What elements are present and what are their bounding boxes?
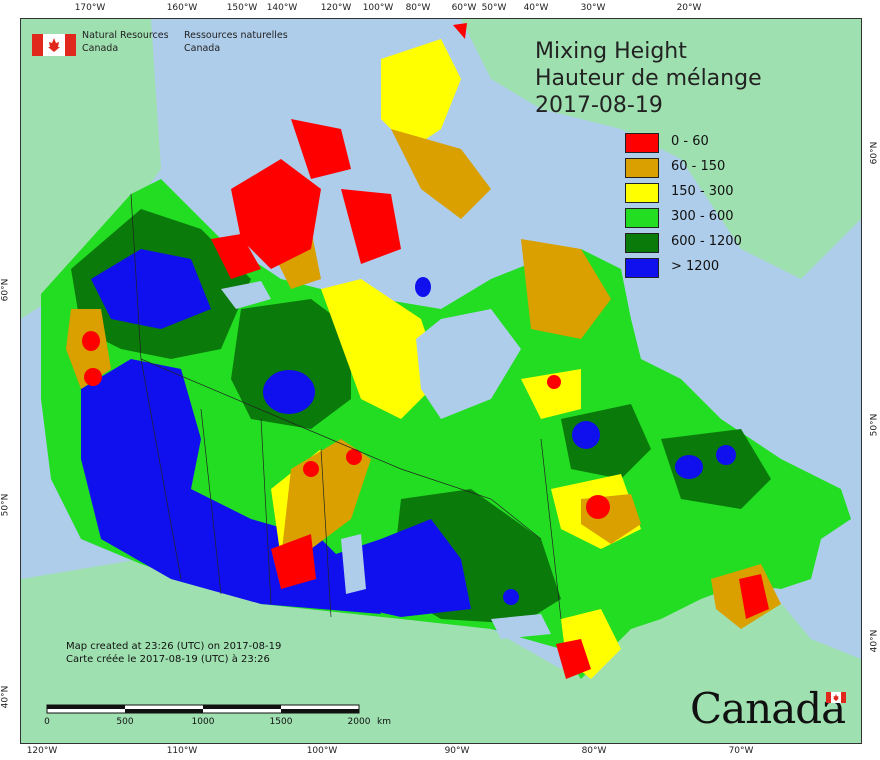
- zone-0-60-greenland-tip: [453, 23, 467, 39]
- zone-0-60-arctic-4: [211, 234, 261, 279]
- zone-0-60-alberta-1: [303, 461, 319, 477]
- lon-tick-40w: 40°W: [523, 3, 549, 13]
- alaska-land: [21, 19, 161, 319]
- map-title: Mixing Height Hauteur de mélange 2017-08…: [535, 38, 762, 119]
- zone-0-60-bc-2: [84, 368, 102, 386]
- lat-tick-left-40n: 40°N: [0, 685, 11, 709]
- scale-unit: km: [377, 717, 391, 727]
- mixing-height-map: [21, 19, 861, 743]
- lon-tick-20w: 20°W: [676, 3, 702, 13]
- zone-0-60-alberta-2: [346, 449, 362, 465]
- agency-en-line2: Canada: [82, 43, 119, 54]
- legend-label: 0 - 60: [671, 134, 709, 149]
- zone-gt1200-nwt: [263, 370, 315, 414]
- lon-tick-bottom-90w: 90°W: [444, 746, 470, 756]
- zone-60-150-baffin-east: [521, 239, 611, 339]
- zone-gt1200-labrador-2: [716, 445, 736, 465]
- zone-0-60-glakes: [556, 639, 591, 679]
- scale-bar-graphic: [46, 704, 360, 714]
- zone-gt1200-yukon: [91, 249, 211, 329]
- lon-tick-bottom-80w: 80°W: [581, 746, 607, 756]
- zone-gt1200-hudson: [415, 277, 431, 297]
- zone-150-300-baffin: [381, 39, 461, 149]
- map-credit: Map created at 23:26 (UTC) on 2017-08-19…: [66, 640, 281, 666]
- lon-tick-160w: 160°W: [166, 3, 198, 13]
- lon-tick-bottom-100w: 100°W: [306, 746, 338, 756]
- lon-tick-60w: 60°W: [451, 3, 477, 13]
- lon-tick-140w: 140°W: [266, 3, 298, 13]
- legend-swatch: [625, 133, 659, 153]
- canada-wordmark: Canada: [690, 684, 846, 733]
- lake-superior: [491, 614, 551, 639]
- lon-tick-bottom-70w: 70°W: [728, 746, 754, 756]
- zone-600-1200-central: [231, 299, 351, 429]
- zone-gt1200-labrador-1: [675, 455, 703, 479]
- zone-gt1200-ontario-dot: [503, 589, 519, 605]
- lon-tick-bottom-110w: 110°W: [166, 746, 198, 756]
- lon-tick-170w: 170°W: [74, 3, 106, 13]
- credit-fr: Carte créée le 2017-08-19 (UTC) à 23:26: [66, 654, 270, 665]
- scale-label-500: 500: [116, 717, 134, 727]
- lat-tick-left-50n: 50°N: [0, 493, 11, 517]
- zone-0-60-arctic-1: [231, 159, 321, 269]
- zone-0-60-bc-1: [82, 331, 100, 351]
- canada-flag-icon: [32, 34, 76, 56]
- lat-tick-right-50n: 50°N: [869, 413, 880, 437]
- hudson-bay: [416, 309, 521, 419]
- zone-0-60-alberta-3: [271, 534, 316, 589]
- legend-swatch: [625, 208, 659, 228]
- legend-swatch: [625, 183, 659, 203]
- zone-0-60-arctic-2: [291, 119, 351, 179]
- agency-fr-line1: Ressources naturelles: [184, 30, 288, 41]
- lat-tick-left-60n: 60°N: [0, 278, 11, 302]
- lat-tick-right-40n: 40°N: [869, 629, 880, 653]
- agency-fr-line2: Canada: [184, 43, 221, 54]
- scale-label-1500: 1500: [269, 717, 293, 727]
- zone-150-300-quebec: [521, 369, 581, 419]
- title-en: Mixing Height: [535, 39, 687, 64]
- legend-label: 60 - 150: [671, 159, 726, 174]
- legend-label: 600 - 1200: [671, 234, 742, 249]
- zone-gt1200-quebec: [572, 421, 600, 449]
- lon-tick-150w: 150°W: [226, 3, 258, 13]
- lat-tick-right-60n: 60°N: [869, 141, 880, 165]
- lake-great-slave: [221, 281, 271, 309]
- legend-label: 150 - 300: [671, 184, 734, 199]
- zone-0-60-quebec: [586, 495, 610, 519]
- scale-label-2000: 2000: [347, 717, 371, 727]
- zone-0-60-arctic-3: [341, 189, 401, 264]
- legend-swatch: [625, 258, 659, 278]
- wordmark-flag-icon: [826, 692, 846, 703]
- zone-0-60-maritimes: [739, 574, 769, 619]
- greenland-land: [461, 19, 861, 279]
- lon-tick-bottom-120w: 120°W: [26, 746, 58, 756]
- legend-label: > 1200: [671, 259, 720, 274]
- zone-gt1200-ontario: [321, 519, 471, 617]
- credit-en: Map created at 23:26 (UTC) on 2017-08-19: [66, 641, 282, 652]
- lake-winnipeg: [341, 534, 366, 594]
- legend-swatch: [625, 233, 659, 253]
- lon-tick-30w: 30°W: [580, 3, 606, 13]
- title-fr: Hauteur de mélange: [535, 66, 762, 91]
- provincial-boundaries: [130, 193, 562, 620]
- title-date: 2017-08-19: [535, 93, 663, 118]
- zone-150-300-arctic: [321, 279, 441, 419]
- scale-label-0: 0: [44, 717, 50, 727]
- zone-60-150-baffin: [391, 129, 491, 219]
- lon-tick-50w: 50°W: [481, 3, 507, 13]
- zone-600-1200-labrador: [661, 429, 771, 509]
- map-frame: [20, 18, 862, 744]
- lon-tick-120w: 120°W: [320, 3, 352, 13]
- lon-tick-100w: 100°W: [362, 3, 394, 13]
- legend-swatch: [625, 158, 659, 178]
- scale-label-1000: 1000: [191, 717, 215, 727]
- legend-label: 300 - 600: [671, 209, 734, 224]
- agency-en-line1: Natural Resources: [82, 30, 169, 41]
- lon-tick-80w: 80°W: [405, 3, 431, 13]
- zone-0-60-labrador: [547, 375, 561, 389]
